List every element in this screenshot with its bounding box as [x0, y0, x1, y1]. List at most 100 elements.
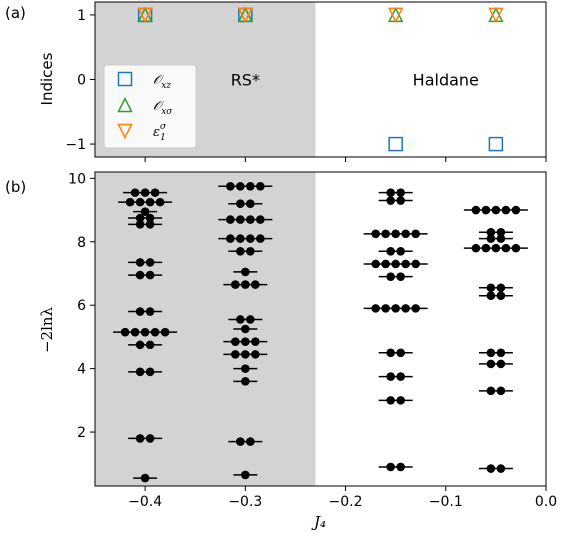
- level-point: [140, 473, 150, 483]
- level-point: [241, 364, 250, 373]
- level-point: [481, 205, 491, 215]
- legend-marker-triangle-down: [117, 123, 133, 140]
- level-point: [386, 246, 395, 256]
- level-point: [486, 227, 496, 237]
- level-point: [246, 215, 255, 224]
- legend-marker-triangle-up: [117, 96, 133, 113]
- level-point: [491, 205, 501, 215]
- level-point: [371, 229, 380, 239]
- level-point: [125, 197, 135, 207]
- level-point: [231, 337, 240, 346]
- level-point: [130, 188, 140, 197]
- level-point: [256, 234, 265, 243]
- region-label-haldane: Haldane: [413, 71, 479, 90]
- level-point: [256, 181, 265, 191]
- level-point: [236, 199, 245, 209]
- level-point: [401, 229, 410, 239]
- level-point: [486, 359, 496, 369]
- level-point: [140, 207, 150, 216]
- level-point: [246, 315, 255, 324]
- level-point: [135, 270, 145, 280]
- panel-b-y-tick-label: 4: [77, 362, 86, 378]
- level-point: [236, 181, 245, 191]
- level-point: [256, 215, 265, 224]
- panel-b-x-tick-label: 0.0: [535, 494, 557, 510]
- level-point: [486, 291, 496, 300]
- level-point: [496, 227, 506, 237]
- level-point: [486, 386, 496, 396]
- legend-entry-label: εσ 1: [153, 122, 167, 143]
- level-point: [381, 304, 390, 313]
- panel-b-y-axis-label: −2lnλ: [38, 306, 56, 353]
- legend-marker-square: [117, 71, 133, 87]
- level-point: [145, 258, 155, 267]
- level-point: [386, 348, 395, 358]
- level-point: [145, 434, 155, 443]
- panel-b-frame: [94, 171, 547, 487]
- level-point: [150, 327, 160, 337]
- panel-b-x-axis-label: J₄: [311, 513, 326, 531]
- level-point: [145, 220, 155, 229]
- level-point: [135, 197, 145, 207]
- level-point: [135, 258, 145, 267]
- level-point: [246, 181, 255, 191]
- level-point: [145, 367, 155, 377]
- level-point: [386, 188, 395, 197]
- level-point: [236, 437, 245, 446]
- level-point: [226, 234, 235, 243]
- index-point-triangle-down: [387, 7, 404, 24]
- level-point: [246, 199, 255, 209]
- level-point: [496, 348, 506, 358]
- level-point: [135, 307, 145, 316]
- level-point: [496, 464, 506, 473]
- region-label-rs: RS*: [231, 71, 260, 90]
- level-point: [226, 215, 235, 224]
- level-point: [241, 350, 250, 359]
- level-point: [145, 213, 155, 223]
- level-point: [226, 181, 235, 191]
- level-point: [486, 348, 496, 358]
- level-point: [501, 243, 511, 253]
- level-point: [236, 234, 245, 243]
- level-point: [496, 234, 506, 243]
- panel-b-x-tick-label: −0.1: [429, 494, 463, 510]
- level-point: [471, 205, 481, 215]
- level-point: [140, 327, 150, 337]
- level-point: [491, 243, 501, 253]
- level-point: [411, 229, 420, 239]
- level-point: [135, 340, 145, 350]
- level-point: [496, 386, 506, 396]
- level-point: [236, 315, 245, 324]
- panel-a-y-tick-label: −1: [65, 137, 86, 153]
- level-point: [396, 396, 405, 405]
- index-point-triangle-up: [488, 6, 504, 23]
- level-point: [411, 259, 420, 269]
- level-point: [241, 324, 250, 334]
- panel-a-label: (a): [5, 4, 26, 22]
- level-point: [241, 377, 250, 386]
- index-point-square: [388, 136, 403, 152]
- level-point: [140, 188, 150, 197]
- level-point: [501, 205, 511, 215]
- level-point: [391, 304, 400, 313]
- level-point: [386, 196, 395, 205]
- panel-a-y-tick-label: 1: [77, 8, 86, 24]
- level-point: [386, 396, 395, 405]
- level-point: [496, 283, 506, 293]
- panel-b-y-tick-label: 2: [77, 425, 86, 441]
- index-point-triangle-down: [237, 7, 254, 24]
- level-point: [246, 246, 255, 256]
- level-point: [411, 304, 420, 313]
- level-point: [391, 229, 400, 239]
- level-point: [511, 243, 521, 253]
- level-point: [396, 372, 405, 381]
- level-point: [481, 243, 491, 253]
- level-point: [471, 243, 481, 253]
- level-point: [386, 462, 395, 472]
- panel-b-x-tick-label: −0.2: [329, 494, 363, 510]
- level-point: [381, 229, 390, 239]
- level-point: [241, 337, 250, 346]
- panel-a-y-axis-label: Indices: [38, 52, 56, 105]
